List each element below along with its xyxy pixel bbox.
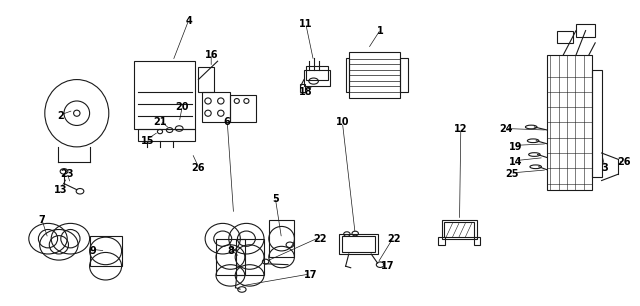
Text: 26: 26 <box>191 163 205 173</box>
Text: 9: 9 <box>90 246 96 256</box>
Text: 26: 26 <box>617 157 631 167</box>
Bar <box>90 236 122 266</box>
Text: 10: 10 <box>335 118 349 127</box>
Text: 13: 13 <box>54 185 68 195</box>
Bar <box>236 239 264 275</box>
Bar <box>438 237 445 245</box>
Bar <box>339 234 378 254</box>
Text: 6: 6 <box>224 118 230 127</box>
Bar <box>576 24 595 37</box>
Text: 24: 24 <box>499 124 513 133</box>
Bar <box>547 55 592 190</box>
Bar <box>216 239 245 275</box>
Bar <box>202 92 230 122</box>
Text: 12: 12 <box>454 124 468 133</box>
Text: 22: 22 <box>313 234 327 244</box>
Text: 15: 15 <box>140 136 154 146</box>
Bar <box>442 220 477 239</box>
Bar <box>304 70 330 86</box>
Bar <box>592 70 602 177</box>
Text: 7: 7 <box>38 215 45 225</box>
Text: 20: 20 <box>175 102 189 112</box>
Text: 17: 17 <box>303 271 317 280</box>
Text: 23: 23 <box>60 170 74 179</box>
Text: 21: 21 <box>153 118 167 127</box>
Bar <box>400 58 408 92</box>
Text: 19: 19 <box>508 142 522 152</box>
Text: 22: 22 <box>387 234 401 244</box>
Bar <box>198 67 214 92</box>
Bar <box>557 31 573 43</box>
Bar <box>134 61 195 129</box>
Bar <box>349 52 400 98</box>
Bar <box>269 220 294 257</box>
Bar <box>346 58 349 92</box>
Text: 25: 25 <box>505 170 519 179</box>
Text: 17: 17 <box>380 261 394 271</box>
Bar <box>230 95 256 122</box>
Text: 8: 8 <box>227 246 234 256</box>
Text: 1: 1 <box>378 26 384 35</box>
Text: 2: 2 <box>58 111 64 121</box>
Text: 4: 4 <box>186 17 192 26</box>
Text: 18: 18 <box>299 87 313 97</box>
Text: 3: 3 <box>602 163 608 173</box>
Text: 11: 11 <box>299 20 313 29</box>
Text: 5: 5 <box>272 194 278 204</box>
Bar <box>474 237 480 245</box>
Text: 14: 14 <box>508 157 522 167</box>
Text: 16: 16 <box>204 50 218 60</box>
Bar <box>138 129 195 141</box>
Bar <box>300 84 305 92</box>
Bar <box>306 66 328 80</box>
Bar <box>444 222 474 237</box>
Bar <box>342 236 375 252</box>
